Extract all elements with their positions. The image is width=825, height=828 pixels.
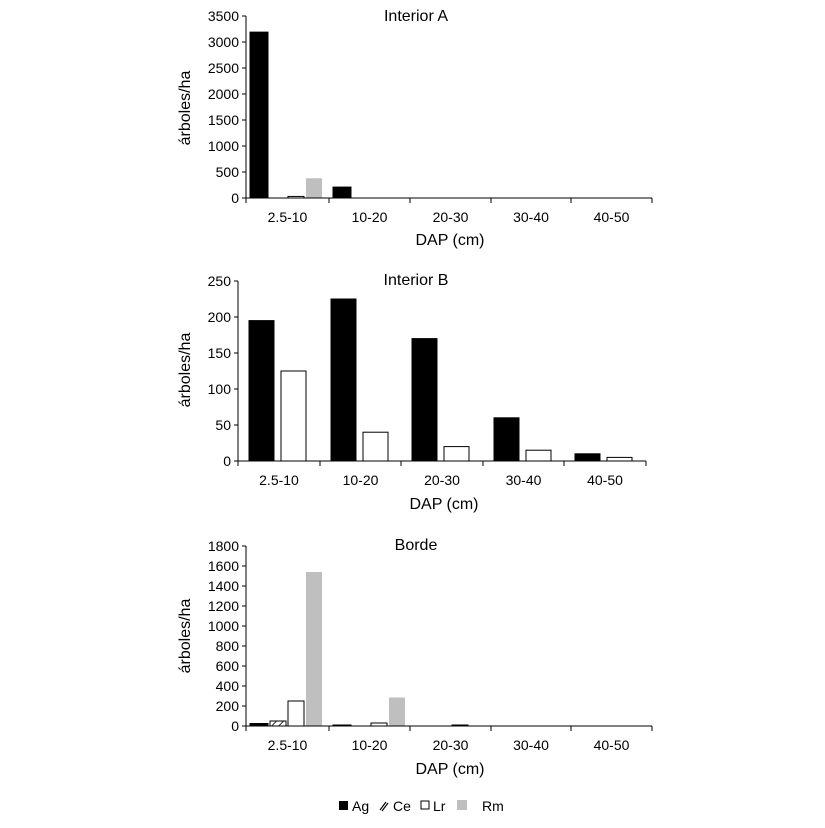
bar-rm-0: [306, 178, 322, 198]
legend-label-rm: Rm: [482, 798, 504, 814]
bar-ag-0: [248, 320, 275, 462]
y-tick-label: 3500: [208, 8, 239, 24]
legend-swatch-rm: [457, 800, 467, 810]
legend-swatch-ce: [379, 801, 389, 812]
legend-label-lr: Lr: [433, 798, 446, 814]
x-axis-title: DAP (cm): [415, 232, 484, 249]
bar-ag-3: [493, 417, 520, 462]
x-tick-label: 30-40: [513, 209, 549, 225]
bar-lr-2: [443, 446, 470, 462]
chart-interior-b: Interior B árboles/ha DAP (cm) 0 50 100 150…: [177, 272, 647, 513]
y-tick-label: 1000: [208, 618, 239, 634]
y-axis-title: árboles/ha: [177, 599, 194, 674]
bar-lr-0: [287, 700, 305, 727]
y-tick-label: 400: [216, 678, 240, 694]
chart-title: Interior A: [384, 8, 448, 25]
x-tick-label: 10-20: [352, 209, 388, 225]
bar-ag-4: [574, 453, 601, 462]
x-axis-title: DAP (cm): [409, 496, 478, 513]
y-tick-label: 600: [216, 658, 240, 674]
x-axis-title: DAP (cm): [415, 761, 484, 778]
y-tick-label: 1200: [208, 598, 239, 614]
chart-borde: Borde árboles/ha DAP (cm) 0 200 400 600 800 1…: [177, 537, 653, 778]
bar-ag-0: [249, 31, 269, 199]
y-tick-label: 0: [231, 718, 239, 734]
x-tick-label: 40-50: [594, 209, 630, 225]
y-tick-label: 1400: [208, 578, 239, 594]
legend-swatch-lr: [420, 800, 430, 810]
y-tick-label: 200: [216, 698, 240, 714]
x-tick-label: 20-30: [433, 209, 469, 225]
x-tick-label: 40-50: [587, 472, 623, 488]
bar-ag-2: [411, 338, 438, 462]
y-tick-label: 500: [216, 164, 240, 180]
y-tick-label: 0: [231, 190, 239, 206]
y-tick-label: 150: [208, 345, 232, 361]
y-tick-label: 100: [208, 381, 232, 397]
chart-interior-a: Interior A árboles/ha DAP (cm) 0 500 1000 1…: [177, 8, 653, 249]
x-tick-label: 20-30: [424, 472, 460, 488]
x-tick-label: 10-20: [343, 472, 379, 488]
y-tick-label: 50: [215, 417, 231, 433]
bar-ag-1: [330, 298, 357, 462]
x-tick-label: 2.5-10: [268, 209, 308, 225]
x-tick-label: 40-50: [594, 737, 630, 753]
y-tick-label: 250: [208, 273, 232, 289]
plot-area: 0 200 400 600 800 1000 1200 1400 1600 1800 2.5-10 1…: [208, 538, 653, 753]
x-tick-label: 30-40: [513, 737, 549, 753]
y-tick-label: 1800: [208, 538, 239, 554]
y-tick-label: 1500: [208, 112, 239, 128]
y-tick-label: 1600: [208, 558, 239, 574]
bar-lr-4: [606, 456, 633, 462]
bar-lr-0: [280, 370, 307, 462]
y-tick-label: 800: [216, 638, 240, 654]
y-tick-label: 0: [223, 453, 231, 469]
bar-ce-0: [269, 720, 287, 727]
y-tick-label: 2000: [208, 86, 239, 102]
y-axis-title: árboles/ha: [177, 333, 194, 408]
bar-lr-1: [362, 431, 389, 462]
x-tick-label: 10-20: [352, 737, 388, 753]
chart-title: Borde: [395, 537, 438, 554]
x-tick-label: 30-40: [506, 472, 542, 488]
y-tick-label: 3000: [208, 34, 239, 50]
x-tick-label: 2.5-10: [259, 472, 299, 488]
bar-rm-0: [306, 572, 322, 726]
x-tick-label: 2.5-10: [268, 737, 308, 753]
x-tick-label: 20-30: [433, 737, 469, 753]
legend: Ag Ce Lr Rm: [339, 798, 504, 814]
y-tick-label: 200: [208, 309, 232, 325]
legend-label-ag: Ag: [352, 798, 369, 814]
bar-ag-1: [332, 186, 352, 199]
legend-swatch-ag: [339, 801, 348, 810]
plot-area: 0 50 100 150 200 250 2.5-10 10-20 20-30 30-40 40-5…: [208, 273, 647, 488]
y-tick-label: 1000: [208, 138, 239, 154]
bar-lr-3: [525, 449, 552, 462]
bar-rm-1: [389, 697, 405, 726]
y-axis-title: árboles/ha: [177, 71, 194, 146]
y-tick-label: 2500: [208, 60, 239, 76]
legend-label-ce: Ce: [393, 798, 411, 814]
chart-title: Interior B: [384, 272, 449, 289]
plot-area: 0 500 1000 1500 2000 2500 3000 3500 2.5-10 10-20 2…: [208, 8, 653, 225]
